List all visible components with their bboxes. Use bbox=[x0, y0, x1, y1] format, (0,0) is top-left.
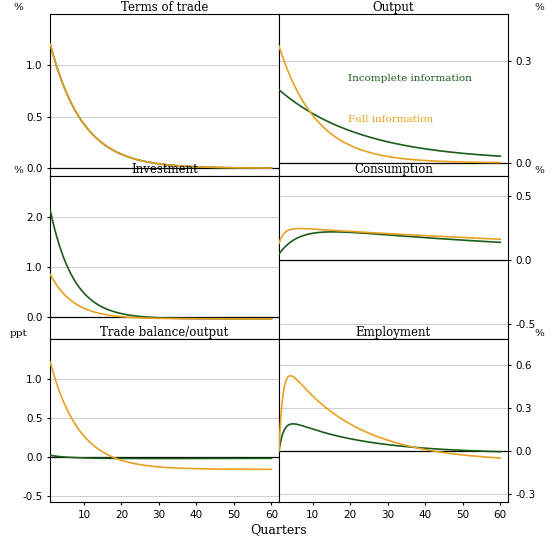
Text: %: % bbox=[535, 166, 545, 175]
Title: Employment: Employment bbox=[356, 326, 431, 339]
Title: Investment: Investment bbox=[131, 163, 198, 176]
Text: %: % bbox=[535, 329, 545, 338]
Text: %: % bbox=[535, 3, 545, 12]
Title: Output: Output bbox=[373, 1, 414, 14]
Text: %: % bbox=[13, 166, 23, 175]
Text: Full information: Full information bbox=[348, 115, 433, 124]
Title: Terms of trade: Terms of trade bbox=[121, 1, 208, 14]
Title: Consumption: Consumption bbox=[354, 163, 433, 176]
Text: Incomplete information: Incomplete information bbox=[348, 74, 472, 83]
Text: Quarters: Quarters bbox=[251, 523, 307, 536]
Text: %: % bbox=[13, 3, 23, 12]
Title: Trade balance/output: Trade balance/output bbox=[100, 326, 229, 339]
Text: ppt: ppt bbox=[9, 329, 27, 338]
